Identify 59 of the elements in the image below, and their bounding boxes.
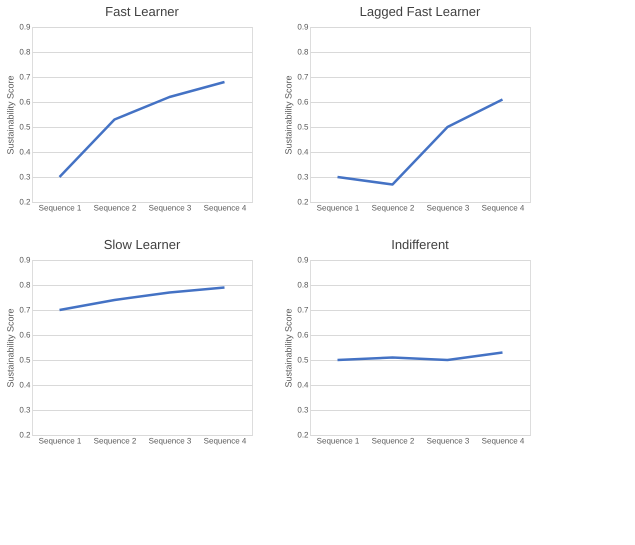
y-tick-label: 0.3 [19,172,32,182]
x-tick-label: Sequence 2 [372,204,415,212]
y-tick-label: 0.7 [297,306,310,314]
y-tick-label: 0.2 [297,430,310,440]
x-tick-label: Sequence 3 [426,204,470,212]
x-tick-label: Sequence 2 [94,204,137,212]
x-tick-label: Sequence 4 [204,204,247,212]
y-tick-label: 0.8 [19,48,32,56]
x-tick-label: Sequence 1 [316,204,360,212]
x-tick-label: Sequence 4 [482,436,525,446]
y-tick-label: 0.4 [297,148,310,156]
line-series [58,286,226,312]
y-tick-label: 0.8 [297,280,310,290]
y-tick-label: 0.2 [297,198,310,206]
x-tick-label: Sequence 2 [372,436,415,446]
y-tick-label: 0.6 [19,98,32,106]
x-tick-label: Sequence 4 [482,204,525,212]
y-axis-title: Sustainability Score [283,75,294,155]
y-tick-label: 0.5 [297,122,310,132]
y-tick-label: 0.8 [297,48,310,56]
line-series [58,80,226,178]
chart-title: Fast Learner [105,4,180,19]
x-tick-label: Sequence 3 [148,436,192,446]
y-tick-label: 0.2 [19,198,32,206]
x-tick-label: Sequence 3 [426,436,470,446]
y-tick-label: 0.3 [297,406,310,414]
x-tick-label: Sequence 1 [38,204,82,212]
y-tick-label: 0.8 [19,280,32,290]
y-tick-label: 0.3 [297,172,310,182]
x-tick-label: Sequence 1 [38,436,82,446]
y-tick-label: 0.7 [19,72,32,82]
line-series [336,98,504,186]
y-tick-label: 0.9 [19,22,32,32]
y-tick-label: 0.5 [19,122,32,132]
y-axis-title: Sustainability Score [5,308,16,388]
y-tick-label: 0.6 [297,330,310,340]
y-tick-label: 0.5 [297,356,310,364]
chart-title: Lagged Fast Learner [360,4,482,19]
y-tick-label: 0.5 [19,356,32,364]
y-tick-label: 0.6 [19,330,32,340]
y-tick-label: 0.2 [19,430,32,440]
y-tick-label: 0.6 [297,98,310,106]
chart-title: Indifferent [391,237,450,252]
y-tick-label: 0.9 [19,256,32,264]
x-tick-label: Sequence 4 [204,436,247,446]
y-tick-label: 0.9 [297,256,310,264]
y-tick-label: 0.4 [297,380,310,390]
x-tick-label: Sequence 3 [148,204,192,212]
x-tick-label: Sequence 1 [316,436,360,446]
y-tick-label: 0.7 [297,72,310,82]
y-axis-title: Sustainability Score [5,75,16,155]
chart-title: Slow Learner [104,237,181,252]
y-axis-title: Sustainability Score [283,308,294,388]
x-tick-label: Sequence 2 [94,436,137,446]
y-tick-label: 0.3 [19,406,32,414]
y-tick-label: 0.4 [19,380,32,390]
y-tick-label: 0.9 [297,22,310,32]
y-tick-label: 0.4 [19,148,32,156]
y-tick-label: 0.7 [19,306,32,314]
